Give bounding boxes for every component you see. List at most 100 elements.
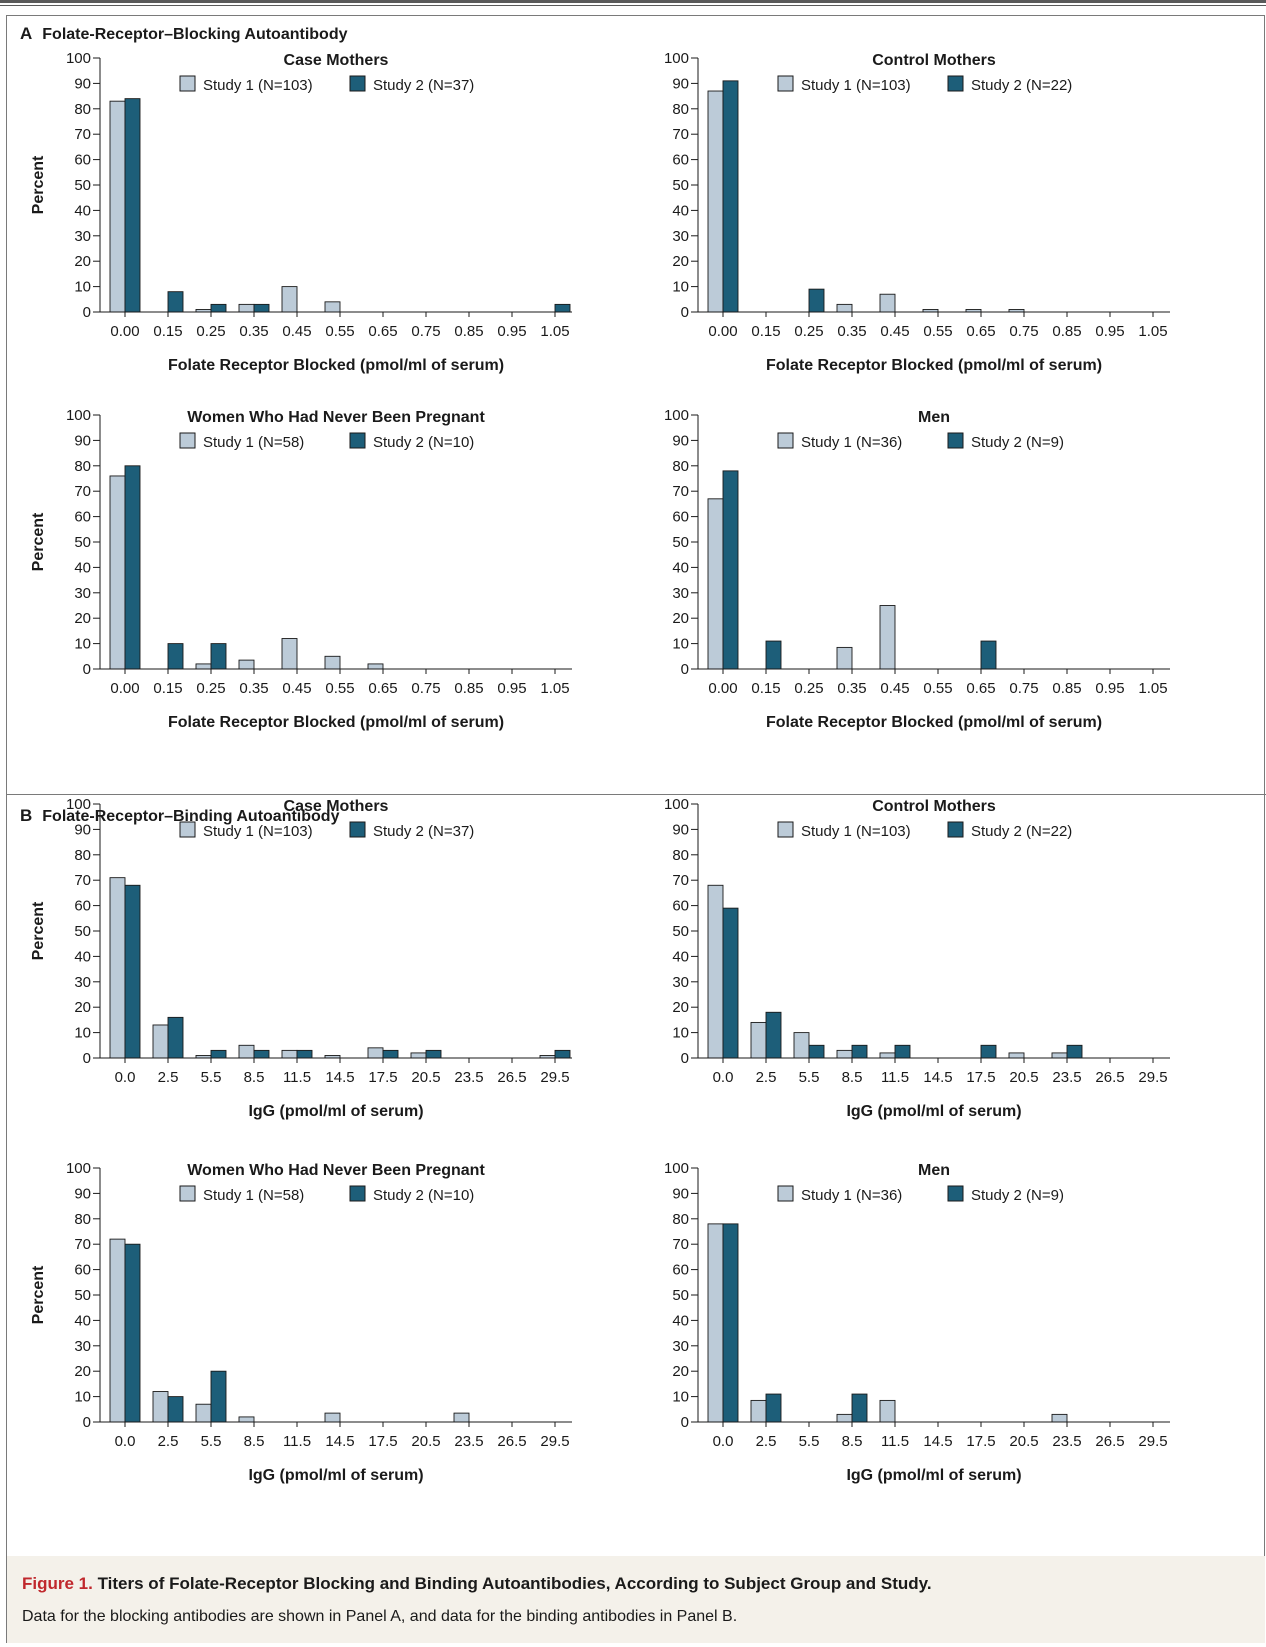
chart-7-y-tick-label: 60 bbox=[672, 1262, 689, 1279]
chart-2-bar-s2-1 bbox=[167, 643, 184, 670]
chart-0-x-tick-label: 0.95 bbox=[497, 323, 526, 340]
figure-caption: Figure 1. Titers of Folate-Receptor Bloc… bbox=[7, 1556, 1265, 1643]
chart-7-x-tick-label: 0.0 bbox=[713, 1433, 734, 1450]
chart-0-x-tick-label: 0.35 bbox=[239, 323, 268, 340]
chart-3-y-tick-label: 60 bbox=[672, 509, 689, 526]
chart-6-y-tick-label: 40 bbox=[74, 1312, 91, 1329]
chart-5-y-tick-label: 10 bbox=[672, 1025, 689, 1042]
caption-body: Data for the blocking antibodies are sho… bbox=[22, 1608, 738, 1625]
chart-1-x-tick-label: 0.65 bbox=[966, 323, 995, 340]
chart-0-y-tick-label: 60 bbox=[74, 152, 91, 169]
chart-4-bar-s1-0 bbox=[109, 877, 126, 1059]
chart-4-bar-s2-10 bbox=[554, 1049, 571, 1059]
chart-3-y-tick-label: 70 bbox=[672, 483, 689, 500]
chart-3-y-tick-label: 80 bbox=[672, 458, 689, 475]
chart-5-bar-s1-1 bbox=[750, 1021, 767, 1059]
chart-7-y-tick-label: 50 bbox=[672, 1287, 689, 1304]
chart-5-x-tick-label: 23.5 bbox=[1052, 1069, 1081, 1086]
chart-4-legend-label-2: Study 2 (N=37) bbox=[373, 823, 474, 840]
chart-3-x-label: Folate Receptor Blocked (pmol/ml of seru… bbox=[766, 714, 1102, 731]
chart-0-bar-s2-1 bbox=[167, 291, 184, 313]
chart-2-y-tick-label: 100 bbox=[66, 407, 91, 424]
chart-6-bar-s2-0 bbox=[124, 1243, 141, 1423]
chart-2-y-tick-label: 60 bbox=[74, 509, 91, 526]
chart-0-bar-s1-0 bbox=[109, 100, 126, 313]
chart-6-y-tick-label: 60 bbox=[74, 1262, 91, 1279]
chart-6-title: Women Who Had Never Been Pregnant bbox=[187, 1162, 485, 1179]
chart-2-x-tick-label: 0.25 bbox=[196, 680, 225, 697]
chart-6-bar-s1-8 bbox=[453, 1412, 470, 1423]
chart-4-x-tick-label: 5.5 bbox=[201, 1069, 222, 1086]
chart-6-y-tick-label: 100 bbox=[66, 1160, 91, 1177]
chart-2-x-tick-label: 0.35 bbox=[239, 680, 268, 697]
chart-0-x-tick-label: 0.45 bbox=[282, 323, 311, 340]
chart-6-x-tick-label: 29.5 bbox=[540, 1433, 569, 1450]
chart-3-bar-s2-6 bbox=[980, 640, 997, 670]
chart-5-x-tick-label: 11.5 bbox=[881, 1069, 909, 1086]
chart-5-legend-swatch-1 bbox=[777, 821, 794, 838]
chart-1-y-tick-label: 30 bbox=[672, 228, 689, 245]
chart-2-x-tick-label: 0.45 bbox=[282, 680, 311, 697]
chart-7-title: Men bbox=[918, 1162, 950, 1179]
chart-4-x-tick-label: 2.5 bbox=[158, 1069, 179, 1086]
chart-1-x-tick-label: 0.00 bbox=[708, 323, 737, 340]
chart-7-x-tick-label: 2.5 bbox=[756, 1433, 777, 1450]
chart-3-y-tick-label: 30 bbox=[672, 585, 689, 602]
panel-b-heading: B Folate-Receptor–Binding Autoantibody bbox=[20, 806, 339, 826]
chart-5-y-tick-label: 20 bbox=[672, 999, 689, 1016]
chart-4-bar-s2-0 bbox=[124, 884, 141, 1059]
chart-0-y-tick-label: 20 bbox=[74, 253, 91, 270]
chart-7-bar-s2-0 bbox=[722, 1223, 739, 1423]
chart-7-bar-s2-1 bbox=[765, 1393, 782, 1423]
chart-2-x-tick-label: 0.65 bbox=[368, 680, 397, 697]
chart-0-legend-label-2: Study 2 (N=37) bbox=[373, 77, 474, 94]
caption-title-text: Titers of Folate-Receptor Blocking and B… bbox=[97, 1574, 932, 1593]
chart-6-y-label: Percent bbox=[30, 1265, 47, 1324]
chart-3-x-tick-label: 0.35 bbox=[837, 680, 866, 697]
chart-6-bar-s1-3 bbox=[238, 1416, 255, 1423]
chart-5-y-tick-label: 70 bbox=[672, 872, 689, 889]
chart-4-y-label: Percent bbox=[30, 901, 47, 960]
chart-5-x-tick-label: 8.5 bbox=[842, 1069, 863, 1086]
chart-5-x-tick-label: 17.5 bbox=[966, 1069, 995, 1086]
chart-7-x-tick-label: 20.5 bbox=[1009, 1433, 1038, 1450]
chart-5-legend-swatch-2 bbox=[947, 821, 964, 838]
chart-2-legend-swatch-1 bbox=[179, 432, 196, 449]
chart-7-bar-s1-0 bbox=[707, 1223, 724, 1423]
chart-1-title: Control Mothers bbox=[872, 52, 996, 69]
chart-0-x-tick-label: 1.05 bbox=[540, 323, 569, 340]
chart-7-y-tick-label: 20 bbox=[672, 1363, 689, 1380]
chart-3-x-tick-label: 0.45 bbox=[880, 680, 909, 697]
chart-5-title: Control Mothers bbox=[872, 798, 996, 815]
chart-7-legend-label-1: Study 1 (N=36) bbox=[801, 1187, 902, 1204]
chart-1-bar-s1-4 bbox=[879, 293, 896, 313]
panel-b-letter: B bbox=[20, 806, 33, 825]
chart-2-bar-s1-4 bbox=[281, 638, 298, 670]
chart-4-bar-s1-4 bbox=[281, 1049, 298, 1059]
chart-0-x-tick-label: 0.65 bbox=[368, 323, 397, 340]
panel-a-heading: A Folate-Receptor–Blocking Autoantibody bbox=[20, 24, 347, 44]
chart-3-title: Men bbox=[918, 409, 950, 426]
chart-3-y-tick-label: 50 bbox=[672, 534, 689, 551]
chart-7-y-tick-label: 100 bbox=[664, 1160, 689, 1177]
chart-0-x-tick-label: 0.75 bbox=[411, 323, 440, 340]
chart-7-bar-s1-4 bbox=[879, 1399, 896, 1423]
chart-7-x-tick-label: 5.5 bbox=[799, 1433, 820, 1450]
chart-5-bar-s2-6 bbox=[980, 1044, 997, 1059]
chart-0-y-tick-label: 40 bbox=[74, 202, 91, 219]
chart-0-y-tick-label: 70 bbox=[74, 126, 91, 143]
chart-4-y-tick-label: 80 bbox=[74, 847, 91, 864]
chart-0-title: Case Mothers bbox=[284, 52, 389, 69]
chart-3-legend-label-1: Study 1 (N=36) bbox=[801, 434, 902, 451]
chart-0-bar-s2-2 bbox=[210, 303, 227, 313]
chart-4-bar-s1-1 bbox=[152, 1024, 169, 1059]
chart-7-x-tick-label: 8.5 bbox=[842, 1433, 863, 1450]
chart-7-bar-s2-3 bbox=[851, 1393, 868, 1423]
chart-3-y-tick-label: 90 bbox=[672, 432, 689, 449]
chart-4-y-tick-label: 10 bbox=[74, 1025, 91, 1042]
top-rule-thin bbox=[0, 5, 1266, 6]
chart-3-x-tick-label: 1.05 bbox=[1138, 680, 1167, 697]
chart-3-y-tick-label: 0 bbox=[681, 661, 689, 678]
chart-1-x-tick-label: 0.55 bbox=[923, 323, 952, 340]
chart-7-bar-s1-3 bbox=[836, 1413, 853, 1423]
